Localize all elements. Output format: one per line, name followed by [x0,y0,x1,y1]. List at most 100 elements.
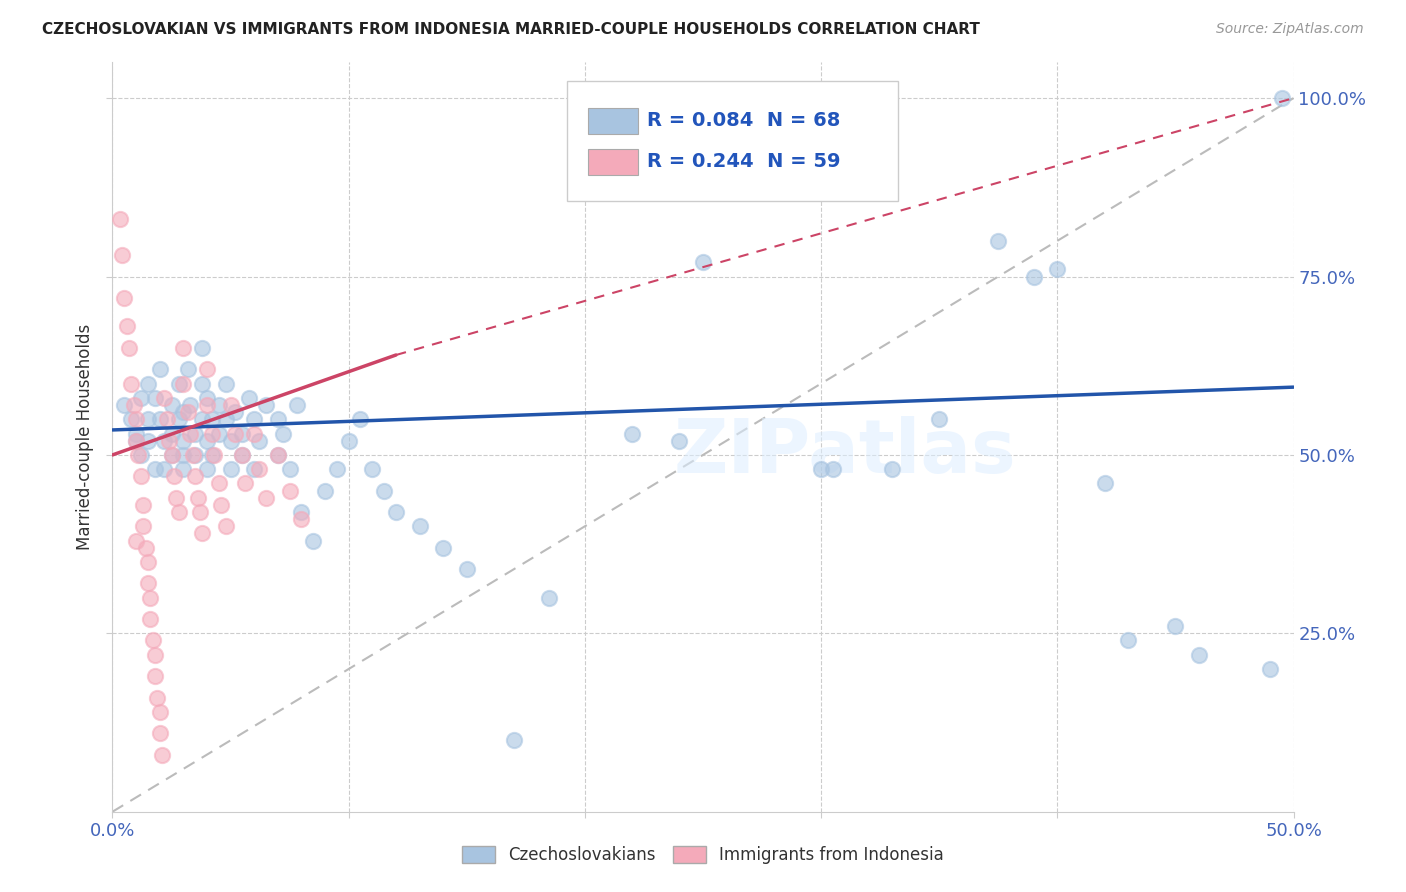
Point [195,462,218,476]
Point [167,505,190,519]
Point [167,412,190,426]
Point [880,462,903,476]
Point [231,448,253,462]
Point [215,519,238,533]
Point [111,248,134,262]
Point [177,362,200,376]
Point [129,469,152,483]
Point [150,747,173,762]
Point [136,434,159,448]
Point [191,341,214,355]
Point [621,426,644,441]
Point [139,612,162,626]
Point [224,426,246,441]
Point [285,398,308,412]
Point [290,505,312,519]
Point [668,434,690,448]
Point [143,669,166,683]
Point [821,462,844,476]
Point [184,426,207,441]
Point [188,505,211,519]
FancyBboxPatch shape [589,149,638,175]
Point [928,412,950,426]
Point [208,426,231,441]
Point [149,362,172,376]
Point [201,448,224,462]
Point [143,391,166,405]
Point [243,412,266,426]
Point [120,412,142,426]
Point [184,469,207,483]
Legend: Czechoslovakians, Immigrants from Indonesia: Czechoslovakians, Immigrants from Indone… [456,839,950,871]
Point [385,505,408,519]
Point [503,733,526,747]
Point [160,426,183,441]
Point [186,491,208,505]
Point [165,491,187,505]
Point [209,498,232,512]
Point [146,690,169,705]
Point [692,255,714,269]
Point [233,476,256,491]
Point [1258,662,1281,676]
Point [149,412,172,426]
Point [149,705,172,719]
Point [810,462,832,476]
Point [1188,648,1211,662]
Point [302,533,325,548]
Point [267,448,290,462]
Point [125,426,148,441]
Point [231,426,253,441]
Point [361,462,384,476]
Point [172,405,194,419]
Point [129,448,152,462]
Point [195,398,218,412]
Point [160,448,183,462]
Point [163,469,186,483]
Point [195,362,218,376]
Point [142,633,165,648]
Point [254,491,277,505]
Point [278,462,301,476]
Point [143,462,166,476]
Point [177,405,200,419]
Point [136,412,159,426]
Text: R = 0.244  N = 59: R = 0.244 N = 59 [648,152,841,171]
Point [224,405,246,419]
Point [181,448,204,462]
Point [172,434,194,448]
Point [1271,91,1294,105]
Point [136,555,159,569]
Point [135,541,157,555]
Point [191,526,214,541]
Point [208,476,231,491]
Y-axis label: Married-couple Households: Married-couple Households [76,324,94,550]
Point [243,426,266,441]
Point [267,448,290,462]
Point [127,448,149,462]
Point [172,448,194,462]
Point [143,648,166,662]
Point [195,434,218,448]
Point [271,426,294,441]
Point [254,398,277,412]
Point [129,391,152,405]
Point [153,462,176,476]
Point [167,376,190,391]
Point [987,234,1010,248]
Point [125,533,148,548]
Point [160,448,183,462]
Point [125,434,148,448]
Point [156,412,179,426]
Point [337,434,360,448]
Point [108,212,131,227]
Point [202,448,225,462]
Point [219,398,242,412]
Point [153,434,176,448]
Point [195,391,218,405]
Point [172,462,194,476]
Point [326,462,349,476]
Point [231,448,253,462]
Point [179,398,201,412]
Point [219,462,242,476]
